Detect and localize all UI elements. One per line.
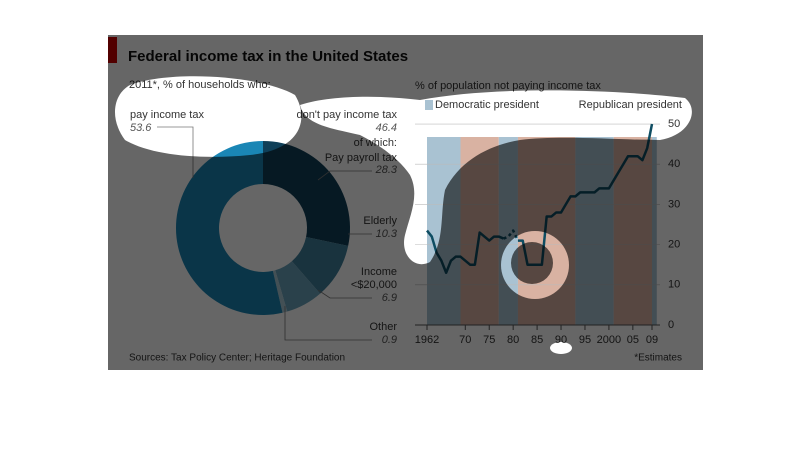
dim-overlay	[108, 35, 703, 370]
